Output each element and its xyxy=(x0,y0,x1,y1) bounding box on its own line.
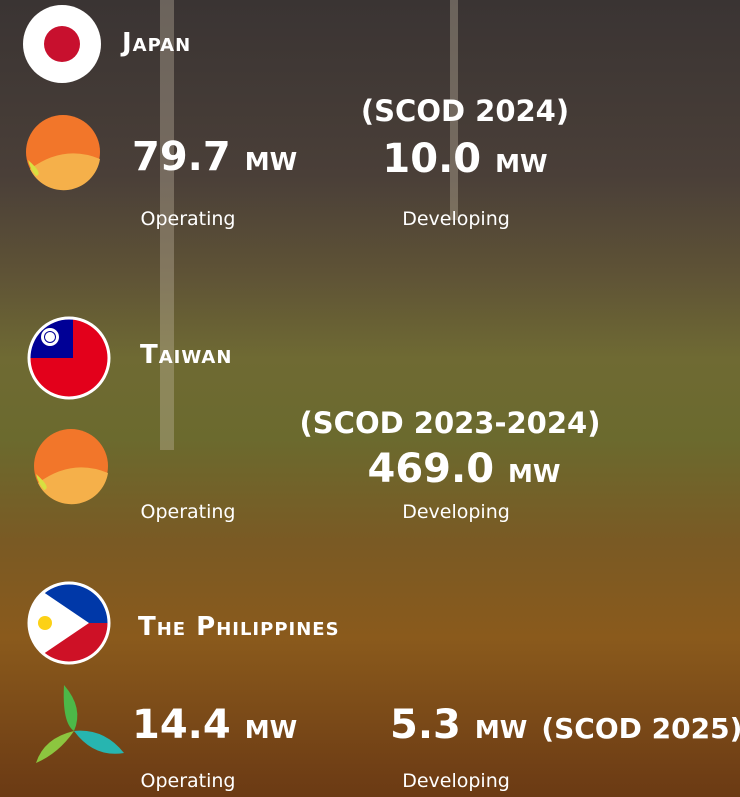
operating-label: Operating xyxy=(141,770,236,792)
scod: (SCOD 2023-2024) xyxy=(300,406,601,440)
philippines-flag xyxy=(27,581,111,665)
capacity-unit: MW xyxy=(495,149,547,178)
region-name: Japan xyxy=(122,28,191,58)
scod: (SCOD 2024) xyxy=(361,94,569,128)
infographic: Japan 79.7 MW Operating (SCOD 2024) 10.0 MW Dev… xyxy=(0,0,740,797)
japan-flag xyxy=(22,4,102,84)
developing-capacity: 10.0 MW xyxy=(382,136,547,182)
capacity-value: 10.0 xyxy=(382,136,481,182)
region-name: Taiwan xyxy=(140,340,232,370)
operating-icon xyxy=(24,114,104,194)
taiwan-flag xyxy=(27,316,111,400)
capacity-unit: MW xyxy=(508,459,560,488)
developing-capacity: 469.0 MW xyxy=(368,446,561,492)
capacity-unit: MW xyxy=(475,715,527,744)
operating-icon xyxy=(34,683,126,769)
capacity-value: 5.3 xyxy=(390,702,461,748)
capacity-value: 79.7 xyxy=(132,134,231,180)
developing-label: Developing xyxy=(402,208,510,230)
operating-icon xyxy=(32,428,112,508)
scod: (SCOD 2025) xyxy=(541,712,740,745)
capacity-value: 469.0 xyxy=(368,446,495,492)
capacity-unit: MW xyxy=(245,147,297,176)
operating-capacity: 14.4 MW xyxy=(132,702,297,748)
operating-capacity: 79.7 MW xyxy=(132,134,297,180)
capacity-unit: MW xyxy=(245,715,297,744)
developing-capacity: 5.3 MW (SCOD 2025) xyxy=(390,702,740,748)
developing-label: Developing xyxy=(402,770,510,792)
operating-label: Operating xyxy=(141,501,236,523)
capacity-value: 14.4 xyxy=(132,702,231,748)
operating-label: Operating xyxy=(141,208,236,230)
region-name: The Philippines xyxy=(138,612,340,642)
developing-label: Developing xyxy=(402,501,510,523)
